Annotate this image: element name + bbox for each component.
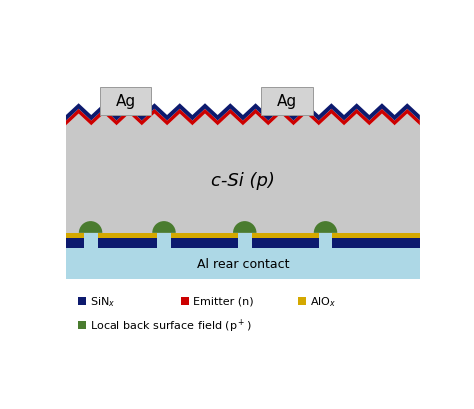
Bar (181, 297, 189, 305)
Wedge shape (152, 222, 176, 233)
Text: Local back surface field (p$^+$): Local back surface field (p$^+$) (90, 317, 252, 334)
Bar (66, 126, 420, 233)
Bar (66, 249, 420, 280)
Text: Emitter (n): Emitter (n) (193, 296, 254, 306)
Wedge shape (314, 222, 337, 233)
Text: c-Si (p): c-Si (p) (211, 172, 275, 190)
Text: Al rear contact: Al rear contact (197, 258, 289, 271)
Bar (83, 233, 98, 249)
Polygon shape (66, 104, 420, 121)
Wedge shape (233, 222, 256, 233)
Polygon shape (66, 114, 420, 126)
Text: Ag: Ag (115, 94, 136, 109)
FancyBboxPatch shape (261, 88, 313, 116)
Bar (66, 233, 420, 238)
Bar (78, 297, 86, 305)
Bar (238, 233, 252, 249)
FancyBboxPatch shape (100, 88, 151, 116)
Bar (157, 233, 171, 249)
Bar (319, 233, 332, 249)
Text: SiN$_x$: SiN$_x$ (90, 294, 116, 308)
Text: Ag: Ag (277, 94, 297, 109)
Wedge shape (79, 222, 102, 233)
Bar (66, 238, 420, 249)
Bar (78, 321, 86, 330)
Bar (298, 297, 306, 305)
Polygon shape (66, 110, 420, 126)
Text: AlO$_x$: AlO$_x$ (310, 294, 337, 308)
